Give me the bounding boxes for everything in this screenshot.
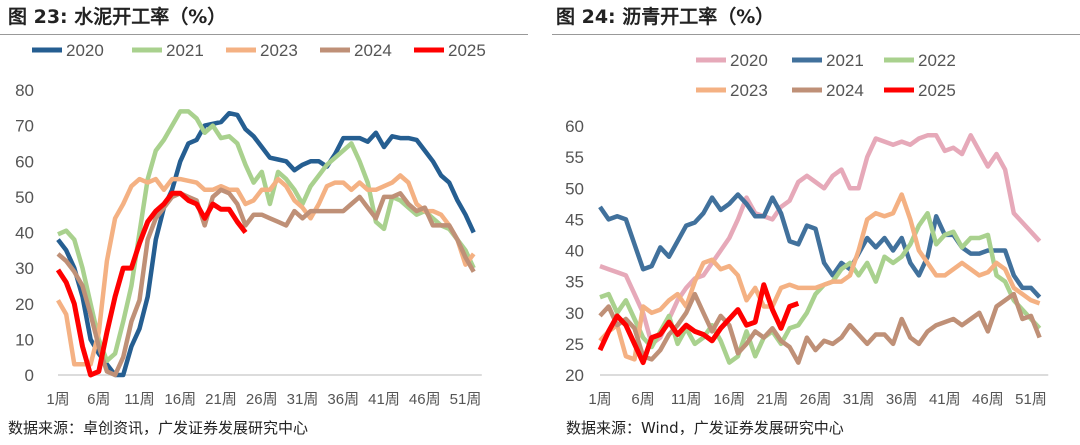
source-left: 数据来源：卓创资讯，广发证券发展研究中心 <box>8 419 309 437</box>
y-tick-label: 70 <box>15 117 34 136</box>
legend-label-2022: 2022 <box>918 51 956 70</box>
x-tick-label: 46周 <box>409 391 441 408</box>
legend-label-2025: 2025 <box>448 41 486 60</box>
legend-label-2020: 2020 <box>730 51 768 70</box>
y-tick-label: 50 <box>565 179 584 198</box>
x-tick-label: 21周 <box>205 391 237 408</box>
legend-label-2024: 2024 <box>354 41 392 60</box>
x-tick-label: 16周 <box>164 391 196 408</box>
x-tick-label: 21周 <box>757 391 789 408</box>
series-line-2023 <box>598 192 1041 362</box>
x-tick-label: 46周 <box>972 391 1004 408</box>
series-line-2023 <box>56 173 476 367</box>
x-tick-label: 11周 <box>124 391 155 408</box>
title-rule-left <box>0 34 528 35</box>
x-tick-label: 51周 <box>450 391 482 408</box>
x-tick-label: 36周 <box>327 391 359 408</box>
y-tick-label: 60 <box>15 152 34 171</box>
chart-title-left: 图 23: 水泥开工率（%） <box>8 6 227 28</box>
y-tick-label: 35 <box>565 273 584 292</box>
title-rule-right <box>552 34 1080 35</box>
legend-label-2024: 2024 <box>826 81 864 100</box>
legend-label-2020: 2020 <box>66 41 104 60</box>
y-tick-label: 0 <box>25 366 34 385</box>
x-tick-label: 36周 <box>886 391 918 408</box>
y-tick-label: 30 <box>15 259 34 278</box>
x-tick-label: 6周 <box>631 391 654 408</box>
y-tick-label: 20 <box>15 295 34 314</box>
y-tick-label: 55 <box>565 148 584 167</box>
chart-1: 0 10 20 30 40 50 60 70 80 1周 6周 11周 16周 21周 26周 31周 36周 4… <box>15 41 486 408</box>
y-tick-label: 30 <box>565 304 584 323</box>
legend-label-2021: 2021 <box>166 41 204 60</box>
source-right: 数据来源：Wind，广发证券发展研究中心 <box>566 419 844 437</box>
series-line-2024 <box>56 187 476 378</box>
y-tick-label: 20 <box>565 366 584 385</box>
x-tick-label: 31周 <box>843 391 875 408</box>
y-tick-label: 25 <box>565 335 584 354</box>
y-tick-label: 40 <box>15 224 34 243</box>
x-tick-label: 41周 <box>929 391 961 408</box>
x-tick-label: 26周 <box>800 391 832 408</box>
x-tick-label: 1周 <box>588 391 611 408</box>
y-tick-label: 40 <box>565 242 584 261</box>
y-tick-label: 10 <box>15 330 34 349</box>
x-tick-label: 1周 <box>46 391 69 408</box>
x-tick-label: 6周 <box>87 391 110 408</box>
y-tick-label: 50 <box>15 188 34 207</box>
legend-label-2023: 2023 <box>260 41 298 60</box>
legend-label-2021: 2021 <box>826 51 864 70</box>
legend-label-2025: 2025 <box>918 81 956 100</box>
series-line-2025 <box>597 282 800 366</box>
x-tick-label: 26周 <box>246 391 278 408</box>
series-line-2025 <box>55 190 248 378</box>
x-tick-label: 16周 <box>713 391 745 408</box>
y-tick-label: 45 <box>565 210 584 229</box>
series-line-2020 <box>56 110 476 378</box>
x-tick-label: 51周 <box>1015 391 1047 408</box>
series-line-2020 <box>599 133 1042 347</box>
x-tick-label: 31周 <box>287 391 319 408</box>
y-tick-label: 80 <box>15 81 34 100</box>
chart-title-right: 图 24: 沥青开工率（%） <box>556 6 775 28</box>
x-tick-label: 11周 <box>671 391 702 408</box>
y-tick-label: 60 <box>565 117 584 136</box>
x-tick-label: 41周 <box>368 391 400 408</box>
series-line-2021 <box>598 192 1042 299</box>
legend-label-2023: 2023 <box>730 81 768 100</box>
